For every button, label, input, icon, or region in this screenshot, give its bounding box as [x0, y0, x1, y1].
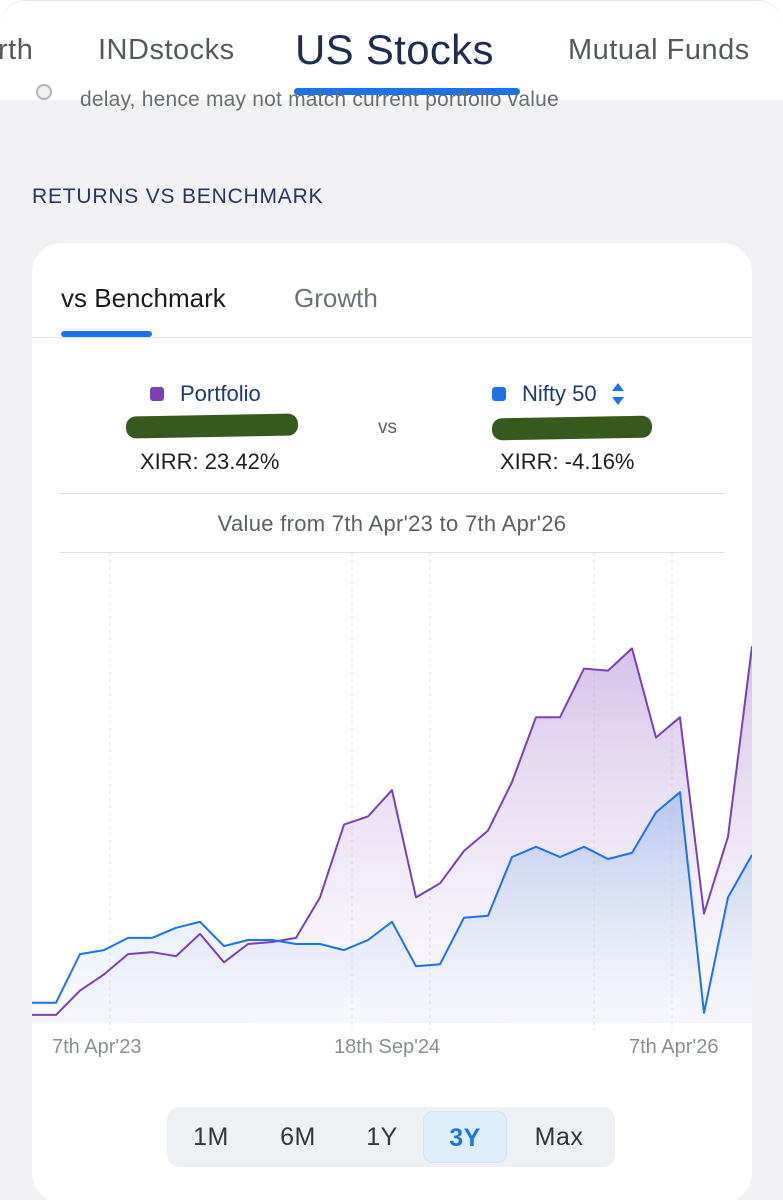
- card-tab-indicator: [61, 331, 152, 337]
- section-title: RETURNS VS BENCHMARK: [32, 185, 324, 208]
- returns-card: vs Benchmark Growth Portfolio Nifty 50 v…: [32, 243, 752, 1200]
- info-bullet-icon: [36, 84, 52, 100]
- benchmark-xirr: XIRR: -4.16%: [500, 449, 635, 474]
- time-range-selector: 1M 6M 1Y 3Y Max: [167, 1107, 615, 1167]
- divider: [60, 493, 724, 494]
- range-3y-button[interactable]: 3Y: [423, 1111, 507, 1163]
- nifty-50-area: [32, 792, 752, 1023]
- legend-portfolio: Portfolio: [150, 381, 261, 407]
- tab-us-stocks[interactable]: US Stocks: [295, 26, 494, 73]
- chart-areas: [32, 646, 752, 1023]
- benchmark-swatch: [492, 387, 506, 401]
- top-tab-bar: rth INDstocks US Stocks Mutual Funds: [0, 0, 783, 100]
- chart-lines: [32, 646, 752, 1016]
- portfolio-line: [32, 646, 752, 1016]
- card-tab-divider: [32, 337, 752, 338]
- chart-x-axis: 7th Apr'23 18th Sep'24 7th Apr'26: [52, 1036, 718, 1058]
- portfolio-swatch: [150, 387, 164, 401]
- tab-vs-benchmark[interactable]: vs Benchmark: [61, 283, 226, 313]
- returns-chart[interactable]: 7th Apr'23 18th Sep'24 7th Apr'26: [32, 553, 752, 1073]
- top-tab-bar-frame: [0, 0, 783, 100]
- benchmark-selector[interactable]: Nifty 50: [492, 381, 625, 407]
- portfolio-label: Portfolio: [180, 381, 261, 406]
- redacted-portfolio-value: [125, 413, 299, 439]
- range-1y-button[interactable]: 1Y: [366, 1123, 398, 1151]
- redacted-benchmark-value: [491, 415, 653, 441]
- tab-wealth[interactable]: rth: [0, 34, 34, 66]
- x-tick-label: 7th Apr'23: [52, 1036, 141, 1058]
- sort-toggle-icon[interactable]: [611, 383, 625, 405]
- x-tick-label: 18th Sep'24: [334, 1036, 440, 1058]
- nifty-50-line: [32, 791, 752, 1014]
- range-6m-button[interactable]: 6M: [280, 1123, 316, 1151]
- tab-mutual-funds[interactable]: Mutual Funds: [568, 34, 750, 66]
- benchmark-label: Nifty 50: [522, 381, 597, 406]
- tab-growth[interactable]: Growth: [294, 283, 378, 313]
- tab-indstocks[interactable]: INDstocks: [98, 34, 235, 66]
- x-tick-label: 7th Apr'26: [629, 1036, 718, 1058]
- active-tab-indicator: [294, 88, 520, 95]
- vs-label: vs: [378, 417, 397, 438]
- portfolio-xirr: XIRR: 23.42%: [140, 449, 280, 474]
- portfolio-delay-note: delay, hence may not match current portf…: [80, 88, 559, 111]
- range-1m-button[interactable]: 1M: [193, 1123, 229, 1151]
- divider: [60, 552, 724, 553]
- range-max-button[interactable]: Max: [534, 1123, 584, 1151]
- value-range-caption: Value from 7th Apr'23 to 7th Apr'26: [217, 511, 567, 536]
